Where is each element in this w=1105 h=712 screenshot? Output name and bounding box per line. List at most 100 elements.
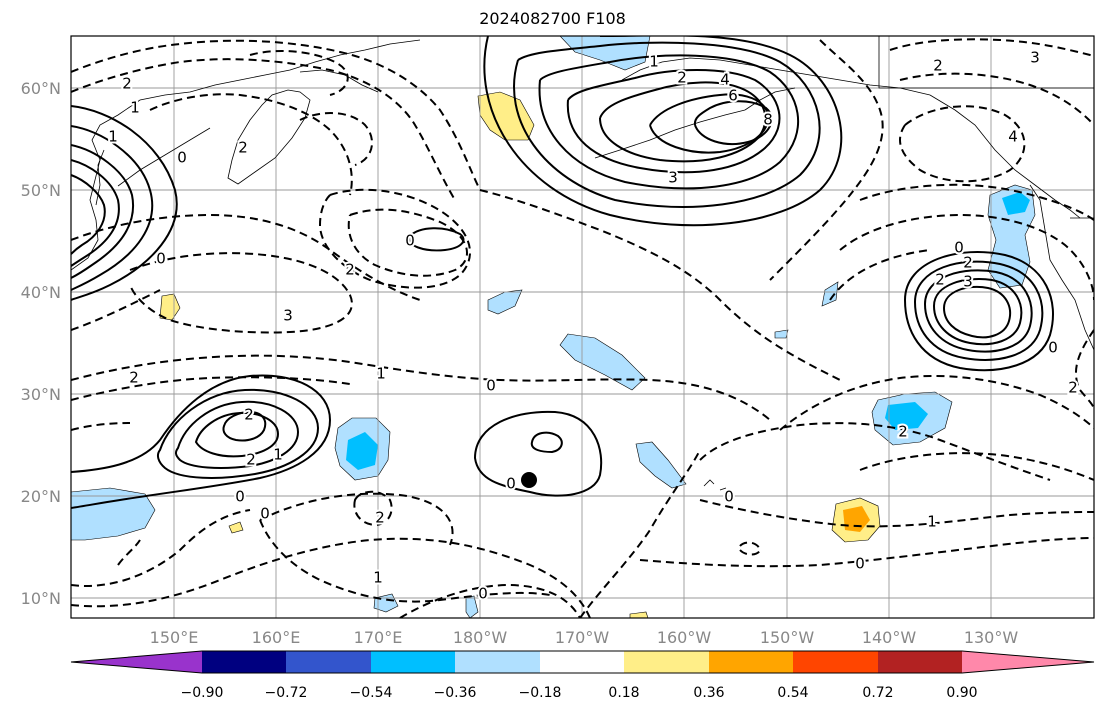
lon-label: 150°W (760, 628, 815, 647)
lon-label: 170°W (555, 628, 610, 647)
contour-label: 1 (273, 446, 283, 464)
contour-label: 4 (720, 71, 730, 89)
kamchatka (227, 89, 311, 185)
contour-label: 0 (405, 232, 415, 250)
shade-negative (774, 329, 789, 339)
shade-negative (71, 487, 156, 541)
gridlines (71, 36, 1094, 618)
contour-label: 4 (1008, 128, 1018, 146)
contour-label: 6 (728, 87, 738, 105)
alaska (621, 57, 931, 96)
lat-label: 30°N (21, 385, 61, 404)
contour-label: 2 (244, 406, 254, 424)
contour-label: 2 (935, 271, 945, 289)
colorbar-ticks: −0.90 −0.72 −0.54 −0.36 −0.18 0.18 0.36 … (181, 685, 978, 701)
contour-label: 1 (376, 365, 386, 383)
colorbar-tick-label: −0.72 (265, 685, 308, 701)
contour-label: 0 (260, 505, 270, 523)
colorbar-tick-label: 0.18 (608, 685, 639, 701)
lon-label: 130°W (964, 628, 1019, 647)
contour-label: 3 (283, 307, 293, 325)
lat-labels: 60°N 50°N 40°N 30°N 20°N 10°N (21, 79, 61, 608)
contour-label: 1 (108, 128, 118, 146)
lon-labels: 150°E 160°E 170°E 180°W 170°W 160°W 150°… (150, 628, 1019, 647)
map-title: 2024082700 F108 (479, 9, 626, 28)
contour-label: 2 (246, 451, 256, 469)
contour-label: 3 (1030, 49, 1040, 67)
lon-label: 170°E (354, 628, 403, 647)
aleutians (594, 109, 746, 159)
colorbar-tick-label: −0.18 (519, 685, 562, 701)
shade-positive-strong (843, 506, 870, 532)
colorbar-extend-low (71, 651, 202, 673)
map-frame (71, 36, 1094, 618)
contour-label: 0 (506, 475, 516, 493)
colorbar-tick-label: −0.54 (350, 685, 393, 701)
map-border (70, 35, 1095, 619)
colorbar-bin (709, 651, 793, 673)
colorbar-bin (793, 651, 878, 673)
contour-label: 0 (954, 239, 964, 257)
lon-label: 140°W (862, 628, 917, 647)
contour-label: 1 (130, 99, 140, 117)
colorbar-tick-label: 0.90 (946, 685, 977, 701)
colorbar-extend-high (962, 651, 1094, 673)
colorbar-bin (540, 651, 624, 673)
lon-label: 160°W (657, 628, 712, 647)
colorbar-tick-label: −0.36 (434, 685, 477, 701)
lon-label: 150°E (150, 628, 199, 647)
contour-label: 2 (345, 261, 355, 279)
contour-label: 2 (375, 509, 385, 527)
contour-label: 2 (122, 75, 132, 93)
shade-negative (559, 333, 646, 391)
colorbar-tick-label: 0.54 (777, 685, 808, 701)
shade-negative (635, 441, 687, 489)
colorbar-tick-label: 0.72 (862, 685, 893, 701)
shade-negative (465, 595, 479, 618)
lon-label: 160°E (252, 628, 301, 647)
contour-label: 0 (486, 377, 496, 395)
shade-negative (821, 281, 839, 307)
boundary (878, 36, 1094, 89)
shade-positive (228, 521, 244, 534)
contour-label: 2 (963, 254, 973, 272)
shade-strong-negative (346, 432, 378, 470)
lat-label: 50°N (21, 181, 61, 200)
shade-strong-negative (885, 402, 928, 430)
contour-label: 0 (156, 250, 166, 268)
contour-label: 1 (373, 569, 383, 587)
alaska-peninsula (744, 87, 796, 111)
shade-positive (629, 611, 649, 618)
colorbar-tick-label: 0.36 (693, 685, 724, 701)
colorbar-bin (371, 651, 455, 673)
kurils (117, 127, 211, 187)
contour-label: 3 (963, 273, 973, 291)
shade-positive (159, 293, 181, 321)
hawaii (703, 479, 735, 501)
contour-label: 2 (933, 57, 943, 75)
contours-positive (71, 36, 1054, 509)
panhandle (929, 94, 1081, 219)
colorbar-bin (286, 651, 371, 673)
contour-label: 0 (235, 488, 245, 506)
contour-label: 0 (478, 585, 488, 603)
contour-label: 2 (238, 139, 248, 157)
contour-label: 0 (1048, 339, 1058, 357)
contour-label: 2 (129, 369, 139, 387)
colorbar-tick-label: −0.90 (181, 685, 224, 701)
contour-label: 8 (763, 111, 773, 129)
colorbar-outline (70, 650, 1095, 674)
storm-center-marker (521, 472, 537, 488)
contour-label: 2 (677, 69, 687, 87)
contour-label: 2 (1068, 379, 1078, 397)
colorbar-bin (878, 651, 962, 673)
shade-strong-negative (1002, 192, 1030, 215)
colorbar (70, 650, 1095, 674)
shade-positive (477, 91, 535, 141)
contour-label: 2 (898, 423, 908, 441)
colorbar-bin (624, 651, 709, 673)
bc-coast (1029, 184, 1094, 351)
lon-label: 180°W (453, 628, 508, 647)
